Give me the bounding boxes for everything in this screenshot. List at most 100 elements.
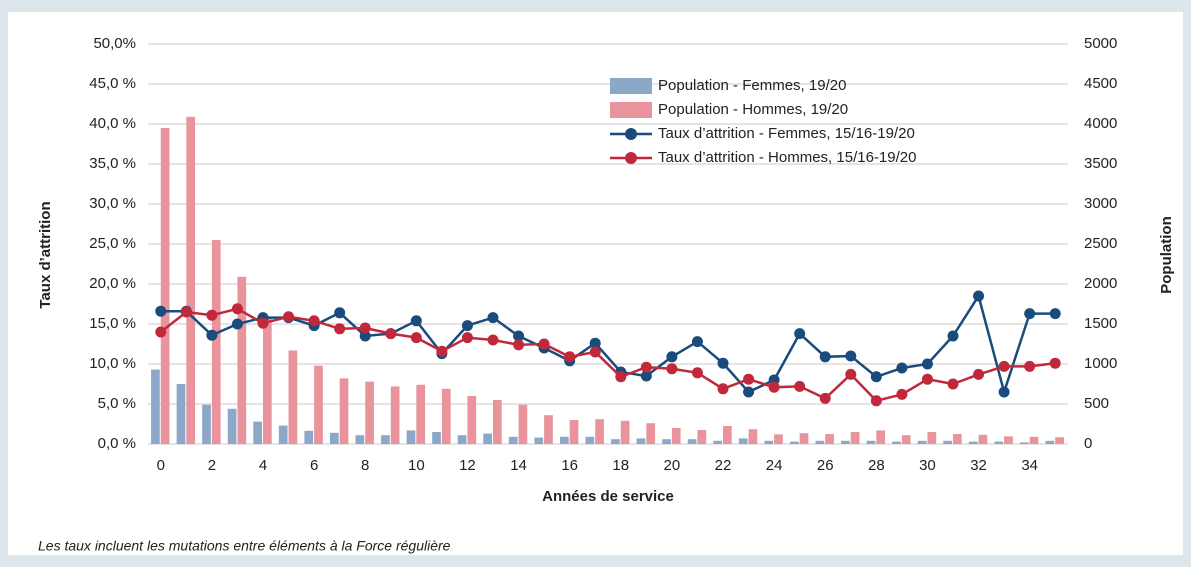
y2-tick-label: 0 (1084, 435, 1092, 452)
marker (640, 361, 652, 373)
bar (237, 276, 247, 444)
marker (896, 388, 908, 400)
bar (457, 435, 467, 444)
marker (513, 330, 525, 342)
bar (876, 430, 886, 444)
x-tick-label: 22 (715, 457, 732, 474)
x-tick-label: 28 (868, 457, 885, 474)
x-tick-label: 2 (208, 457, 216, 474)
bar (1029, 436, 1039, 444)
marker (947, 378, 959, 390)
marker (998, 360, 1010, 372)
marker (334, 307, 346, 319)
x-tick-label: 30 (919, 457, 936, 474)
marker (921, 358, 933, 370)
marker (1024, 360, 1036, 372)
marker (768, 381, 780, 393)
legend-label: Population - Hommes, 19/20 (658, 101, 848, 118)
marker (385, 328, 397, 340)
x-tick-label: 34 (1021, 457, 1038, 474)
bar (227, 408, 237, 444)
y2-tick-label: 3500 (1084, 155, 1117, 172)
marker (615, 371, 627, 383)
bar (314, 365, 323, 444)
marker (206, 309, 218, 321)
bar (432, 432, 441, 444)
y2-tick-label: 2500 (1084, 235, 1117, 252)
bar (329, 432, 339, 444)
marker (231, 303, 243, 315)
bar (953, 434, 962, 444)
bar (467, 396, 477, 444)
bar (534, 437, 544, 444)
marker (589, 346, 601, 358)
bar (978, 434, 988, 444)
marker (921, 373, 933, 385)
x-tick-label: 20 (664, 457, 681, 474)
y2-tick-label: 500 (1084, 395, 1109, 412)
bar (493, 400, 502, 444)
marker (666, 363, 678, 375)
bar (559, 436, 569, 444)
y-tick-label: 10,0 % (89, 355, 136, 372)
marker (691, 367, 703, 379)
bar (1004, 436, 1013, 444)
y2-tick-label: 1000 (1084, 355, 1117, 372)
y-tick-label: 40,0 % (89, 115, 136, 132)
bar (917, 440, 927, 444)
y2-tick-label: 5000 (1084, 35, 1117, 52)
bar (253, 421, 262, 444)
bar (160, 128, 170, 444)
marker (461, 332, 473, 344)
bar (390, 386, 400, 444)
y-tick-label: 30,0 % (89, 195, 136, 212)
marker (896, 362, 908, 374)
marker (155, 326, 167, 338)
bar (441, 388, 451, 444)
x-tick-label: 8 (361, 457, 369, 474)
bar (355, 435, 365, 444)
bar (799, 433, 809, 444)
marker (870, 395, 882, 407)
legend-swatch (610, 78, 652, 94)
bar (406, 430, 416, 444)
bar (636, 438, 646, 444)
marker (1024, 308, 1036, 320)
y2-tick-label: 4000 (1084, 115, 1117, 132)
bar (176, 384, 186, 444)
marker (743, 373, 755, 385)
x-tick-label: 14 (510, 457, 527, 474)
bar (748, 429, 758, 444)
bar (789, 441, 799, 444)
marker (410, 315, 422, 327)
bar (866, 440, 876, 444)
bar (211, 240, 221, 444)
bar (508, 436, 518, 444)
bar (263, 318, 272, 444)
bar (278, 425, 288, 444)
legend-label: Taux d’attrition - Femmes, 15/16-19/20 (658, 125, 915, 142)
bar (544, 415, 553, 444)
bar (943, 440, 952, 444)
marker (487, 334, 499, 346)
y2-tick-label: 1500 (1084, 315, 1117, 332)
x-tick-label: 10 (408, 457, 425, 474)
y-tick-label: 35,0 % (89, 155, 136, 172)
marker (359, 322, 371, 334)
y-tick-label: 25,0 % (89, 235, 136, 252)
legend-label: Taux d’attrition - Hommes, 15/16-19/20 (658, 149, 916, 166)
x-tick-label: 16 (561, 457, 578, 474)
marker (845, 368, 857, 380)
marker (1049, 357, 1061, 369)
x-axis-title: Années de service (542, 488, 674, 505)
y2-tick-label: 2000 (1084, 275, 1117, 292)
bar (671, 428, 681, 444)
bar (825, 434, 834, 444)
marker (870, 371, 882, 383)
bar (304, 430, 314, 444)
bar (646, 423, 656, 444)
marker (180, 306, 192, 318)
marker (513, 339, 525, 351)
bar (186, 116, 196, 445)
